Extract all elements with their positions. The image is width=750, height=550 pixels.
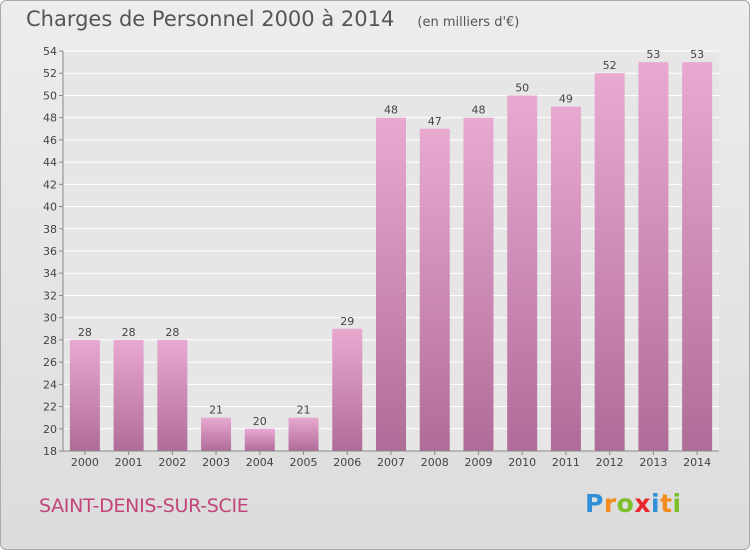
- y-tick-label: 22: [43, 401, 57, 414]
- y-tick-label: 46: [43, 134, 57, 147]
- y-tick-label: 30: [43, 312, 57, 325]
- y-tick-label: 48: [43, 112, 57, 125]
- y-tick-label: 28: [43, 334, 57, 347]
- bar: [376, 117, 406, 452]
- y-tick-label: 44: [43, 156, 57, 169]
- data-label: 28: [78, 326, 92, 339]
- data-label: 48: [384, 104, 398, 117]
- data-label: 28: [122, 326, 136, 339]
- x-tick-label: 2014: [683, 456, 711, 469]
- data-label: 53: [646, 48, 660, 61]
- data-label: 53: [690, 48, 704, 61]
- chart-title: Charges de Personnel 2000 à 2014: [26, 7, 395, 31]
- y-tick-label: 42: [43, 178, 57, 191]
- data-label: 50: [515, 81, 529, 94]
- x-tick-label: 2005: [290, 456, 318, 469]
- logo-letter: P: [585, 489, 604, 518]
- x-tick-label: 2013: [639, 456, 667, 469]
- x-tick-label: 2002: [158, 456, 186, 469]
- proxiti-logo: Proxiti: [585, 489, 682, 518]
- bar: [244, 428, 275, 451]
- x-tick-label: 2012: [596, 456, 624, 469]
- bar: [288, 417, 319, 451]
- x-tick-label: 2001: [115, 456, 143, 469]
- x-tick-label: 2007: [377, 456, 405, 469]
- bar: [638, 62, 669, 451]
- logo-letter: t: [660, 489, 673, 518]
- y-tick-label: 40: [43, 201, 57, 214]
- x-tick-label: 2003: [202, 456, 230, 469]
- bar: [69, 339, 100, 451]
- x-tick-label: 2004: [246, 456, 274, 469]
- y-tick-label: 54: [43, 45, 57, 58]
- data-label: 48: [471, 104, 485, 117]
- x-tick-label: 2008: [421, 456, 449, 469]
- y-tick-label: 50: [43, 89, 57, 102]
- commune-name: SAINT-DENIS-SUR-SCIE: [39, 495, 249, 517]
- bar: [332, 328, 363, 451]
- chart-subtitle: (en milliers d'€): [417, 15, 520, 30]
- y-tick-label: 52: [43, 67, 57, 80]
- data-label: 47: [428, 115, 442, 128]
- data-label: 21: [209, 404, 223, 417]
- logo-letter: i: [651, 489, 661, 518]
- title-row: Charges de Personnel 2000 à 2014 (en mil…: [26, 7, 519, 31]
- data-label: 49: [559, 93, 573, 106]
- logo-letter: o: [616, 489, 635, 518]
- data-label: 28: [165, 326, 179, 339]
- x-tick-label: 2009: [464, 456, 492, 469]
- logo-letter: i: [672, 489, 682, 518]
- x-tick-label: 2006: [333, 456, 361, 469]
- bar: [507, 95, 538, 451]
- bar: [550, 106, 581, 452]
- bar: [201, 417, 232, 451]
- y-tick-label: 18: [43, 445, 57, 458]
- data-label: 21: [297, 404, 311, 417]
- y-tick-label: 36: [43, 245, 57, 258]
- data-label: 20: [253, 415, 267, 428]
- bar: [419, 128, 450, 451]
- bar: [463, 117, 494, 452]
- x-tick-label: 2010: [508, 456, 536, 469]
- y-tick-label: 26: [43, 356, 57, 369]
- logo-letter: x: [634, 489, 651, 518]
- bar: [594, 73, 625, 451]
- data-label: 52: [603, 59, 617, 72]
- bar: [682, 62, 713, 451]
- x-tick-label: 2000: [71, 456, 99, 469]
- y-tick-label: 38: [43, 223, 57, 236]
- y-tick-label: 20: [43, 423, 57, 436]
- x-tick-label: 2011: [552, 456, 580, 469]
- y-tick-label: 24: [43, 378, 57, 391]
- bar: [157, 339, 188, 451]
- data-label: 29: [340, 315, 354, 328]
- y-tick-label: 32: [43, 289, 57, 302]
- bar: [113, 339, 144, 451]
- y-tick-label: 34: [43, 267, 57, 280]
- logo-letter: r: [603, 489, 617, 518]
